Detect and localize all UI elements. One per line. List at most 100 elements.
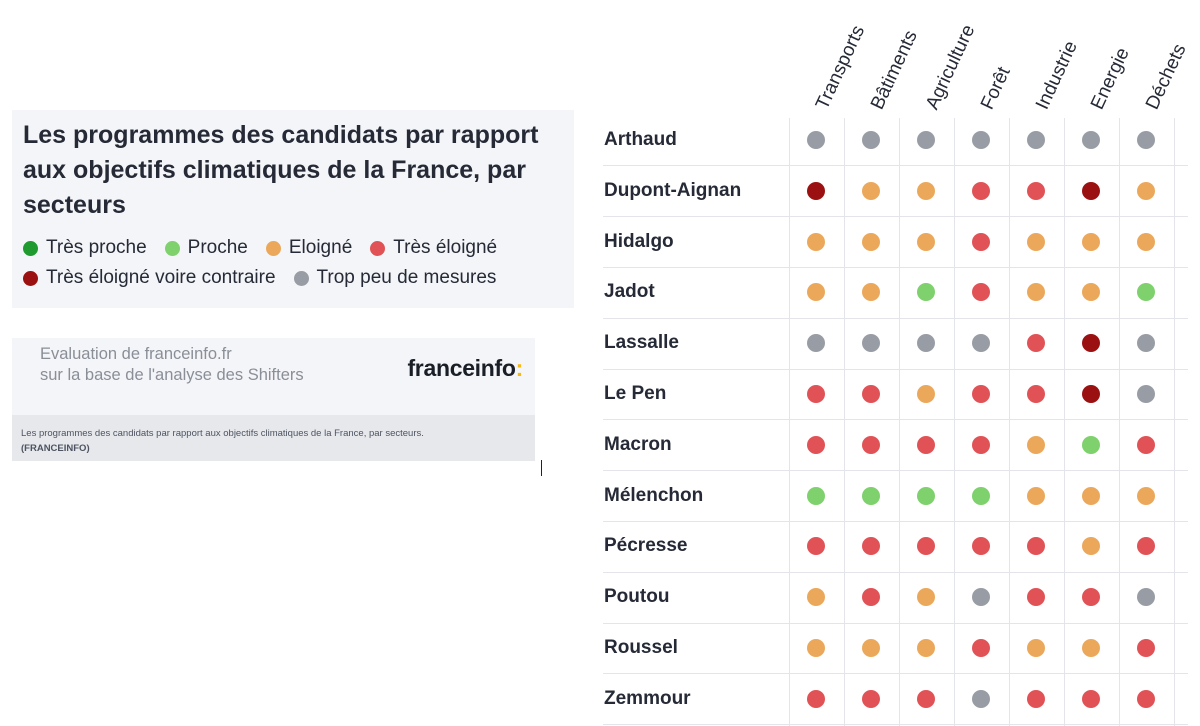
rating-dot-arthaud-batiments [862, 131, 880, 149]
rating-dot-zemmour-foret [972, 690, 990, 708]
rating-dot-macron-energie [1082, 436, 1100, 454]
rating-dot-lassalle-energie [1082, 334, 1100, 352]
rating-dot-poutou-batiments [862, 588, 880, 606]
source-card: Evaluation de franceinfo.fr sur la base … [12, 338, 535, 415]
rating-dot-pecresse-industrie [1027, 537, 1045, 555]
rating-dot-le-pen-dechets [1137, 385, 1155, 403]
rating-dot-hidalgo-industrie [1027, 233, 1045, 251]
rating-grid-panel [586, 0, 1200, 726]
rating-dot-hidalgo-batiments [862, 233, 880, 251]
grid-hline [603, 623, 1188, 624]
rating-dot-lassalle-industrie [1027, 334, 1045, 352]
source-line-1: Evaluation de franceinfo.fr [40, 345, 232, 363]
candidate-name-melenchon: Mélenchon [604, 485, 704, 506]
candidate-name-le-pen: Le Pen [604, 383, 667, 404]
grid-hline [603, 724, 1188, 725]
rating-dot-macron-batiments [862, 436, 880, 454]
legend-dot-eloigne [265, 240, 281, 256]
rating-dot-zemmour-dechets [1137, 690, 1155, 708]
rating-dot-arthaud-industrie [1027, 131, 1045, 149]
rating-dot-pecresse-agriculture [917, 537, 935, 555]
grid-hline [603, 267, 1188, 268]
rating-dot-le-pen-industrie [1027, 385, 1045, 403]
grid-hline [603, 216, 1188, 217]
rating-dot-melenchon-industrie [1027, 487, 1045, 505]
rating-dot-lassalle-dechets [1137, 334, 1155, 352]
rating-dot-macron-foret [972, 436, 990, 454]
legend-item-tres-eloigne: Très éloigné [370, 237, 497, 259]
rating-dot-zemmour-energie [1082, 690, 1100, 708]
rating-dot-pecresse-foret [972, 537, 990, 555]
rating-dot-jadot-energie [1082, 283, 1100, 301]
rating-dot-poutou-energie [1082, 588, 1100, 606]
rating-dot-roussel-industrie [1027, 639, 1045, 657]
rating-dot-hidalgo-dechets [1137, 233, 1155, 251]
rating-dot-lassalle-batiments [862, 334, 880, 352]
rating-dot-dupont-aignan-foret [972, 182, 990, 200]
rating-dot-dupont-aignan-dechets [1137, 182, 1155, 200]
source-text: Evaluation de franceinfo.fr sur la base … [40, 344, 304, 386]
rating-dot-roussel-batiments [862, 639, 880, 657]
grid-hline [603, 673, 1188, 674]
rating-dot-jadot-dechets [1137, 283, 1155, 301]
grid-vline [899, 118, 900, 726]
grid-hline [603, 165, 1188, 166]
rating-dot-le-pen-batiments [862, 385, 880, 403]
grid-vline [844, 118, 845, 726]
candidate-name-arthaud: Arthaud [604, 129, 677, 150]
rating-dot-zemmour-industrie [1027, 690, 1045, 708]
grid-hline [603, 572, 1188, 573]
rating-dot-roussel-transports [807, 639, 825, 657]
rating-dot-hidalgo-transports [807, 233, 825, 251]
rating-dot-pecresse-energie [1082, 537, 1100, 555]
chart-title: Les programmes des candidats par rapport… [23, 121, 539, 219]
legend-item-tres-proche: Très proche [23, 237, 147, 259]
candidate-name-hidalgo: Hidalgo [604, 231, 674, 252]
rating-dot-melenchon-dechets [1137, 487, 1155, 505]
legend-item-contraire: Très éloigné voire contraire [23, 267, 276, 289]
candidate-name-lassalle: Lassalle [604, 332, 679, 353]
rating-dot-roussel-agriculture [917, 639, 935, 657]
candidate-name-macron: Macron [604, 434, 672, 455]
rating-dot-roussel-foret [972, 639, 990, 657]
rating-dot-pecresse-transports [807, 537, 825, 555]
rating-dot-jadot-industrie [1027, 283, 1045, 301]
rating-dot-zemmour-transports [807, 690, 825, 708]
rating-dot-dupont-aignan-industrie [1027, 182, 1045, 200]
rating-dot-melenchon-transports [807, 487, 825, 505]
legend-dot-proche [164, 240, 180, 256]
caption-line: Les programmes des candidats par rapport… [21, 428, 424, 439]
caption-credit: (FRANCEINFO) [21, 443, 90, 454]
grid-vline [1064, 118, 1065, 726]
grid-vline [1119, 118, 1120, 726]
rating-dot-jadot-foret [972, 283, 990, 301]
rating-dot-jadot-batiments [862, 283, 880, 301]
grid-vline [1174, 118, 1175, 726]
rating-dot-hidalgo-energie [1082, 233, 1100, 251]
rating-dot-pecresse-dechets [1137, 537, 1155, 555]
rating-dot-zemmour-agriculture [917, 690, 935, 708]
grid-hline [603, 521, 1188, 522]
rating-dot-le-pen-energie [1082, 385, 1100, 403]
rating-dot-dupont-aignan-batiments [862, 182, 880, 200]
rating-dot-dupont-aignan-transports [807, 182, 825, 200]
legend-item-proche: Proche [164, 237, 248, 259]
rating-dot-melenchon-energie [1082, 487, 1100, 505]
legend-label-tres-eloigne: Très éloigné [393, 237, 498, 258]
rating-dot-roussel-dechets [1137, 639, 1155, 657]
rating-dot-poutou-transports [807, 588, 825, 606]
rating-dot-le-pen-transports [807, 385, 825, 403]
legend-dot-tres-eloigne [370, 240, 386, 256]
legend-label-eloigne: Eloigné [288, 237, 353, 258]
grid-vline [789, 118, 790, 726]
caption-text: Les programmes des candidats par rapport… [21, 426, 424, 456]
candidate-name-roussel: Roussel [604, 637, 678, 658]
franceinfo-logo: franceinfo: [407, 355, 523, 382]
rating-dot-macron-dechets [1137, 436, 1155, 454]
legend-label-proche: Proche [187, 237, 248, 258]
rating-dot-zemmour-batiments [862, 690, 880, 708]
grid-hline [603, 318, 1188, 319]
rating-dot-lassalle-transports [807, 334, 825, 352]
grid-hline [603, 470, 1188, 471]
rating-dot-arthaud-agriculture [917, 131, 935, 149]
